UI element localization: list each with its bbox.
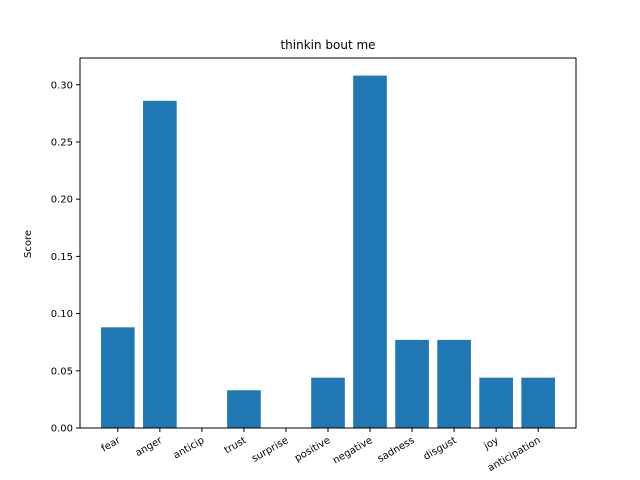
x-tick-label: surprise (250, 435, 290, 465)
y-tick-label: 0.15 (51, 252, 73, 263)
bar-fear (101, 327, 135, 428)
bars-group (101, 75, 555, 429)
y-ticks-group: 0.00 0.05 0.10 0.15 0.20 0.25 0.30 (51, 80, 80, 435)
bar-anger (143, 100, 177, 428)
x-tick-label: fear (100, 435, 124, 455)
y-axis-label: Score (23, 230, 34, 258)
bar-negative (353, 75, 387, 429)
bar-anticipation (521, 377, 555, 428)
x-tick-label: disgust (422, 435, 459, 463)
bar-sadness (395, 339, 429, 428)
y-tick-label: 0.30 (51, 80, 73, 91)
x-tick-label: positive (293, 435, 332, 464)
x-tick-label: trust (223, 435, 249, 456)
plot-frame (79, 57, 577, 429)
x-tick-label: joy (481, 435, 500, 452)
x-ticks-group: fear anger anticip trust surprise positiveneg… (100, 428, 543, 474)
x-tick-label: negative (331, 435, 374, 466)
x-tick-label: anger (134, 435, 165, 460)
x-tick-label: sadness (376, 435, 417, 465)
bar-trust (227, 390, 261, 428)
y-tick-label: 0.10 (51, 309, 73, 320)
y-tick-label: 0.00 (51, 424, 73, 435)
bar-disgust (437, 339, 471, 428)
y-tick-label: 0.20 (51, 195, 73, 206)
bar-joy (479, 377, 513, 428)
bar-positive (311, 377, 345, 428)
y-tick-label: 0.05 (51, 366, 73, 377)
y-tick-label: 0.25 (51, 137, 73, 148)
x-tick-label: anticip (172, 435, 207, 461)
chart-title: thinkin bout me (280, 38, 375, 52)
